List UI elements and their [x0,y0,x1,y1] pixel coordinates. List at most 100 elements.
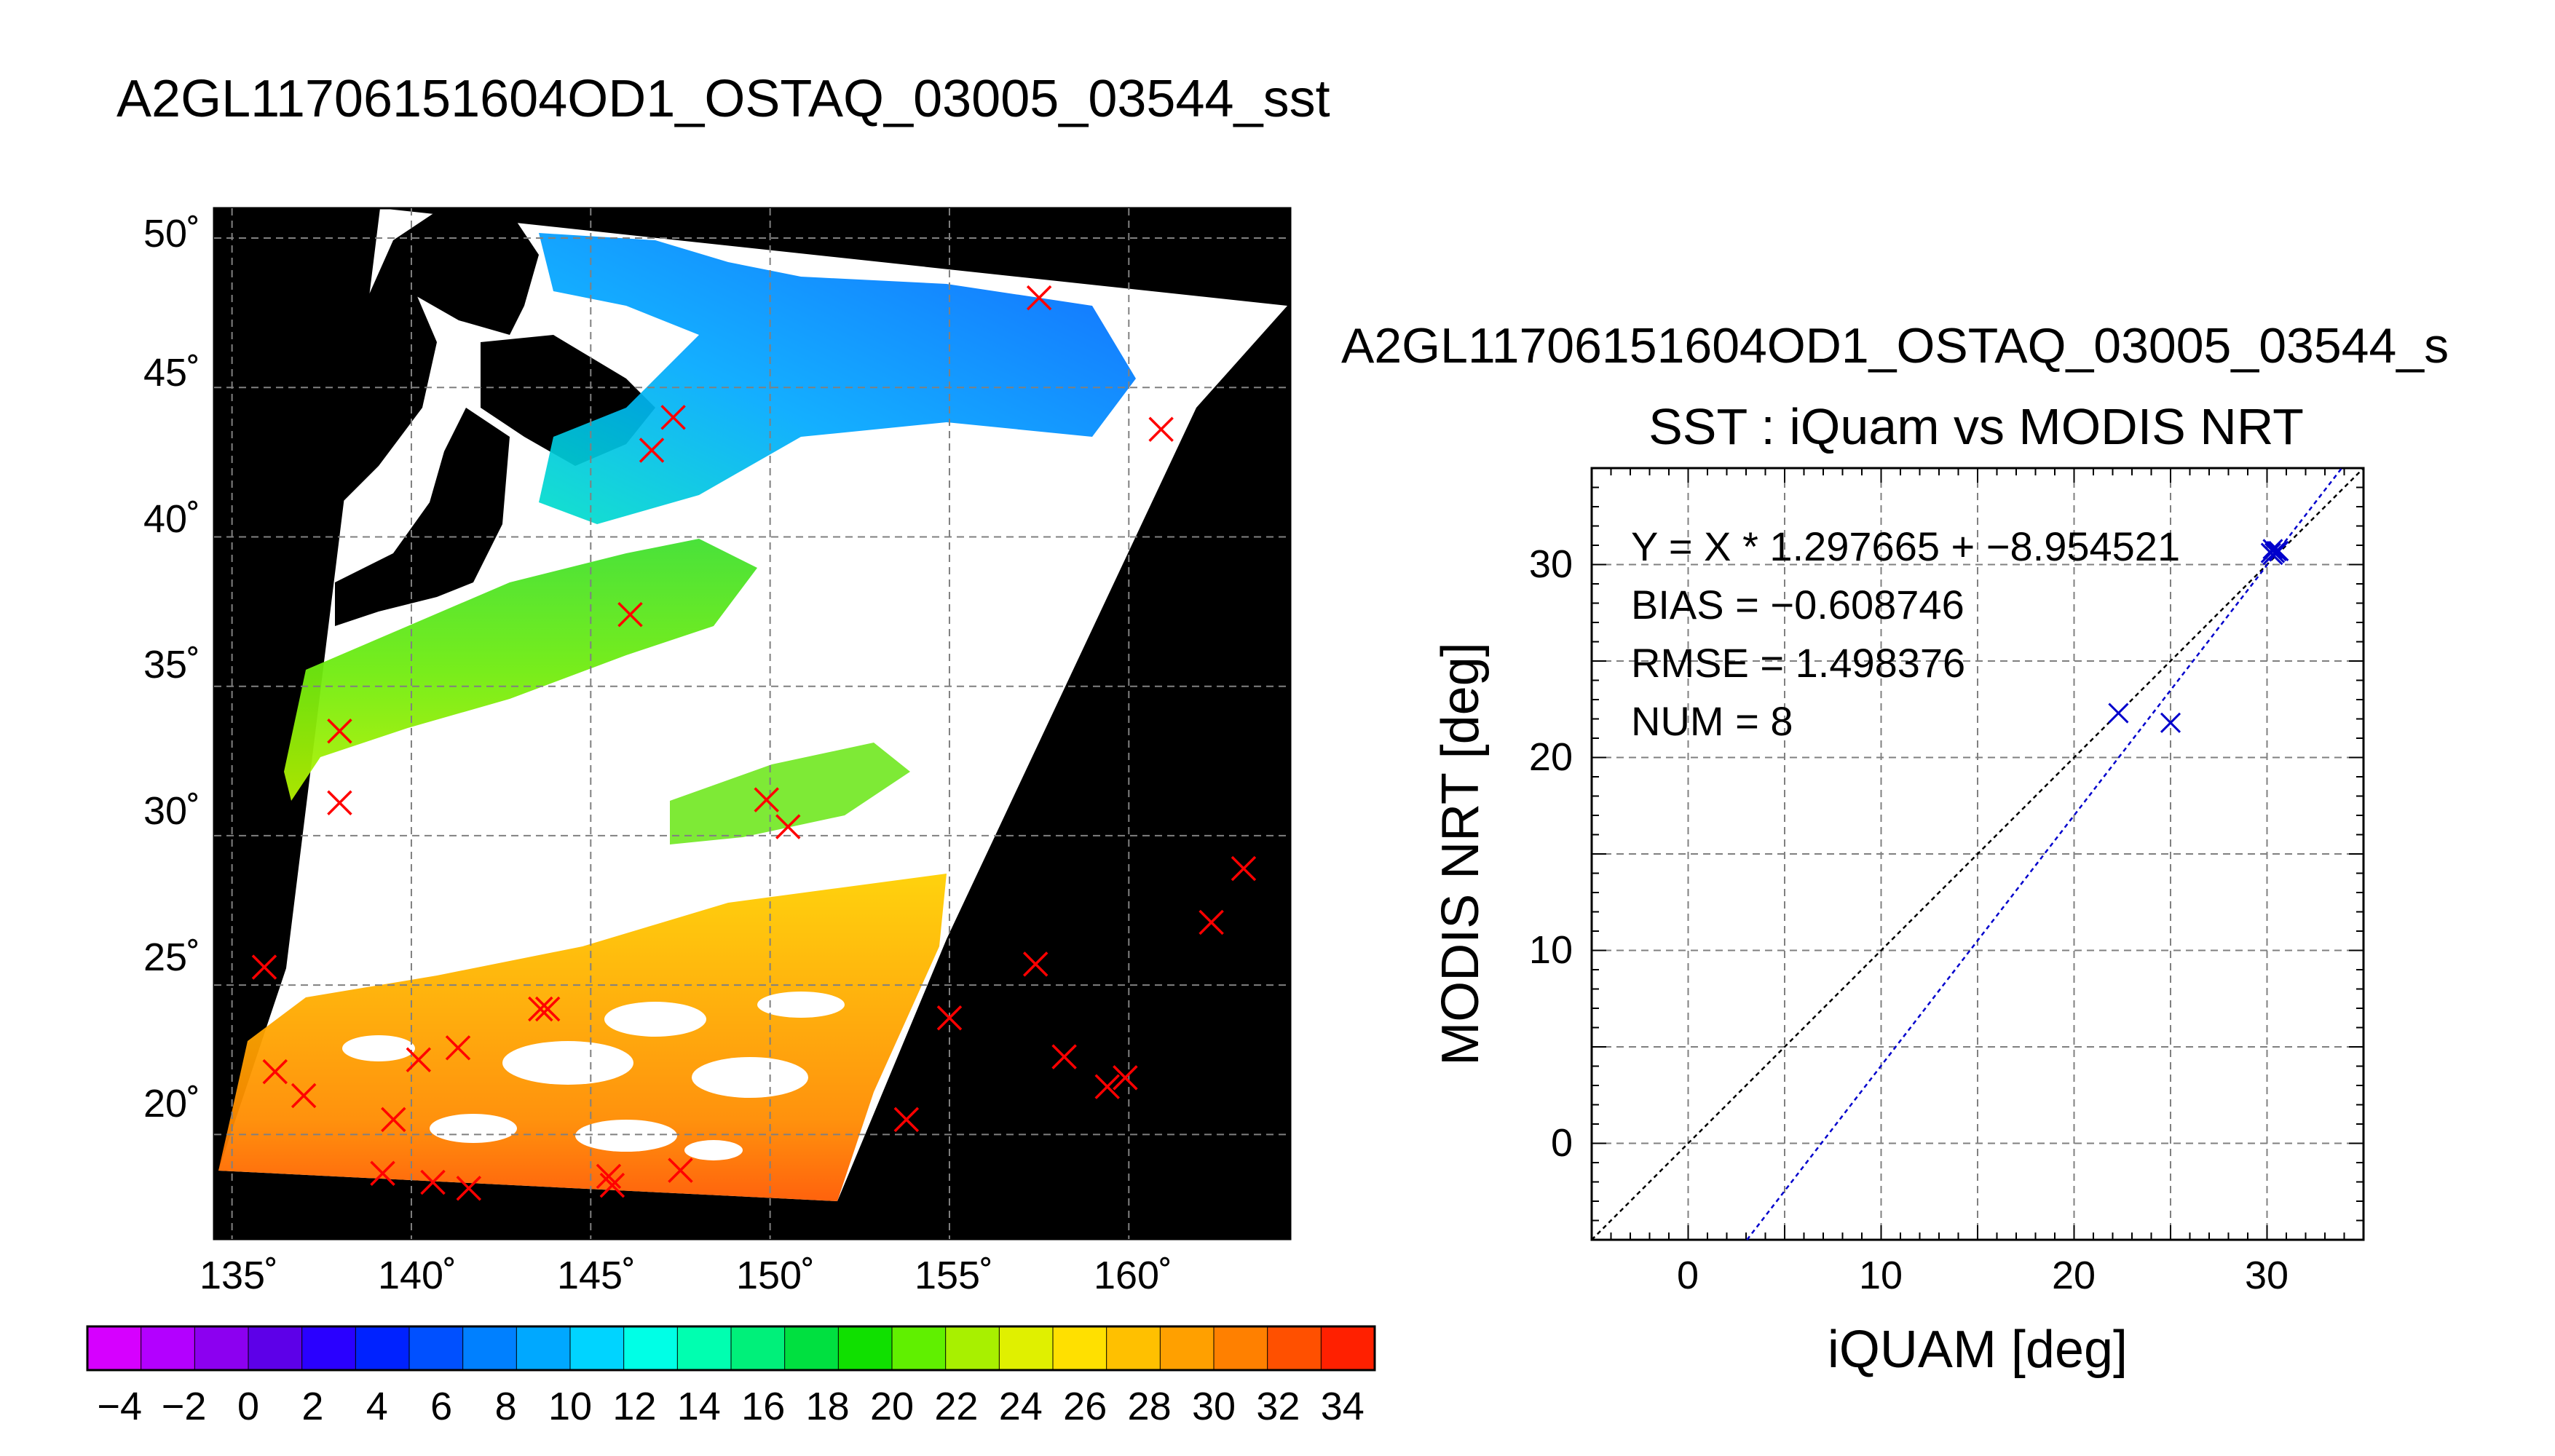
main-title: A2GL11706151604OD1_OSTAQ_03005_03544_sst [117,70,1330,128]
colorbar-cell [730,1326,786,1371]
stat-num: NUM = 8 [1631,698,1793,744]
colorbar-cell [301,1326,357,1371]
colorbar-cell [408,1326,464,1371]
scatter-point [2262,539,2283,560]
colorbar-frame [86,1325,1376,1372]
map-observation-marker [639,438,665,463]
colorbar-cell [248,1326,303,1371]
scatter-point [2160,712,2181,733]
map-observation-marker [1231,855,1257,882]
scatter-minor-ticks [1592,468,2364,1240]
lat-tick-label: 20˚ [143,1082,200,1125]
scatter-x-tick-labels: 0 10 20 30 [1677,1254,2289,1297]
cloud-gaps [342,992,845,1160]
scatter-panel: A2GL11706151604OD1_OSTAQ_03005_03544_s S… [1341,318,2449,1379]
map-lat-labels: 20˚ 25˚ 30˚ 35˚ 40˚ 45˚ 50˚ [143,212,200,1125]
colorbar-label: 4 [366,1385,388,1428]
scatter-points [2108,539,2289,733]
colorbar-cell [87,1326,142,1371]
colorbar-label: 24 [999,1385,1043,1428]
lat-tick-label: 45˚ [143,351,200,395]
colorbar-cell [1267,1326,1322,1371]
map-observation-marker [1113,1065,1138,1091]
map-observation-marker [456,1175,482,1201]
colorbar-cell [141,1326,196,1371]
map-observation-marker [528,996,553,1022]
scatter-y-tick-labels: 0 10 20 30 [1529,542,1573,1165]
colorbar-labels: −4 −2 0 2 4 6 8 10 12 14 16 18 20 22 24 26 28 30 32 34 [97,1385,1364,1428]
colorbar-label: 12 [612,1385,656,1428]
map-observation-marker [1148,416,1174,442]
map-observation-marker [893,1107,920,1133]
lat-tick-label: 35˚ [143,643,200,687]
map-observation-marker [596,1163,622,1190]
lat-tick-label: 25˚ [143,935,200,979]
colorbar-label: 8 [495,1385,517,1428]
lat-tick-label: 40˚ [143,497,200,541]
map-observation-marker [660,405,686,430]
colorbar-cell [1213,1326,1268,1371]
x-tick-label: 10 [1859,1254,1903,1297]
colorbar-cell [676,1326,732,1371]
map-observation-marker [775,814,801,839]
map-observation-marker [420,1169,446,1195]
x-tick-label: 30 [2245,1254,2289,1297]
y-tick-label: 0 [1551,1121,1573,1165]
scatter-fit-lines [1591,467,2364,1241]
map-lon-labels: 135˚ 140˚ 145˚ 150˚ 155˚ 160˚ [200,1254,1172,1297]
colorbar-label: −2 [162,1385,207,1428]
colorbar-label: 18 [806,1385,850,1428]
map-observation-marker [445,1035,471,1061]
lon-tick-label: 160˚ [1094,1254,1172,1297]
scatter-point [2268,540,2289,562]
scatter-title: SST : iQuam vs MODIS NRT [1648,398,2304,455]
map-observation-marker [754,787,779,812]
colorbar-label: 6 [430,1385,452,1428]
colorbar-cell [945,1326,1000,1371]
colorbar-label: 34 [1321,1385,1365,1428]
scatter-stats: Y = X * 1.297665 + −8.954521 BIAS = −0.6… [1631,523,2180,744]
colorbar-label: 26 [1063,1385,1107,1428]
colorbar-cells [87,1326,1376,1371]
colorbar-label: 10 [548,1385,592,1428]
colorbar-cell [1159,1326,1215,1371]
colorbar-label: 30 [1192,1385,1236,1428]
y-tick-label: 10 [1529,928,1573,972]
colorbar-label: 14 [677,1385,721,1428]
landmass-honshu [335,408,510,626]
colorbar-label: 32 [1256,1385,1300,1428]
lat-tick-label: 30˚ [143,789,200,833]
colorbar-cell [355,1326,411,1371]
scatter-point [2108,703,2129,724]
colorbar-cell [998,1326,1054,1371]
map-observation-marker [1022,951,1049,977]
colorbar-label: 20 [870,1385,914,1428]
y-tick-label: 20 [1529,735,1573,779]
colorbar-label: 0 [237,1385,259,1428]
map-observation-marker [370,1160,395,1186]
map-observation-marker [291,1083,317,1109]
x-tick-label: 0 [1677,1254,1699,1297]
scatter-subtitle: A2GL11706151604OD1_OSTAQ_03005_03544_s [1341,318,2449,373]
colorbar-cell [623,1326,679,1371]
sst-patch-north [539,233,1136,524]
scatter-y-axis-label: MODIS NRT [deg] [1431,642,1490,1066]
map-observation-marker [1051,1044,1077,1069]
map-observation-marker [936,1005,963,1031]
map-observation-marker [1026,285,1052,311]
colorbar-cell [194,1326,250,1371]
scatter-x-axis-label: iQUAM [deg] [1828,1321,2128,1379]
colorbar-label: 2 [301,1385,323,1428]
map-observation-marker [262,1059,288,1085]
map-observation-marker [327,790,352,816]
map-observation-marker [599,1172,625,1198]
colorbar-cell [1320,1326,1376,1371]
colorbar-label: 28 [1128,1385,1172,1428]
colorbar-cell [837,1326,893,1371]
map-frame [213,207,1292,1241]
colorbar-cell [784,1326,840,1371]
colorbar-cell [1106,1326,1161,1371]
map-observation-marker [251,954,277,980]
map-observation-marker [617,601,643,628]
